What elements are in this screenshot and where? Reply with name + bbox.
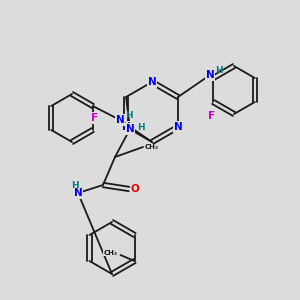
Text: F: F: [208, 111, 215, 121]
Text: N: N: [116, 115, 124, 125]
Text: N: N: [206, 70, 214, 80]
Text: N: N: [148, 77, 156, 87]
Text: N: N: [74, 188, 82, 198]
Text: H: H: [125, 111, 133, 120]
Text: N: N: [122, 122, 130, 132]
Text: N: N: [174, 122, 182, 132]
Text: CH₃: CH₃: [103, 250, 118, 256]
Text: H: H: [71, 181, 79, 190]
Text: H: H: [215, 66, 223, 75]
Text: F: F: [91, 113, 98, 123]
Text: O: O: [130, 184, 140, 194]
Text: H: H: [137, 123, 145, 132]
Text: CH₃: CH₃: [145, 144, 159, 150]
Text: N: N: [126, 124, 134, 134]
